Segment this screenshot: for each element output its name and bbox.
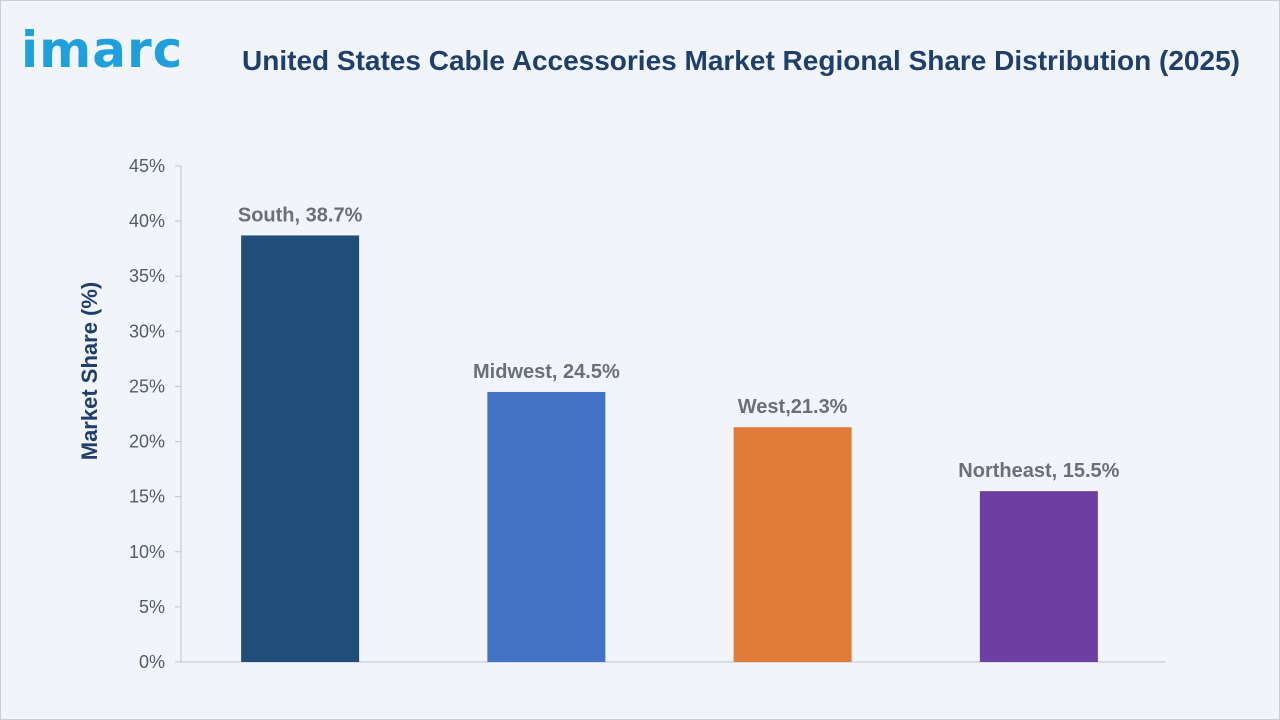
y-tick-label: 25%: [129, 376, 165, 396]
data-labels: South, 38.7% Midwest, 24.5% West,21.3% Nort…: [238, 204, 1120, 482]
bar-south: [241, 235, 360, 662]
y-axis-label: Market Share (%): [77, 282, 102, 461]
y-tick-label: 0%: [139, 652, 165, 672]
axes: 0% 5% 10% 15% 20% 25% 30% 35% 40% 45%: [129, 156, 1166, 672]
data-label-midwest: Midwest, 24.5%: [473, 361, 620, 383]
data-label-northeast: Northeast, 15.5%: [958, 460, 1119, 482]
y-tick-label: 5%: [139, 597, 165, 617]
y-tick-label: 40%: [129, 211, 165, 231]
bar-northeast: [979, 491, 1098, 662]
y-tick-label: 20%: [129, 432, 165, 452]
bar-midwest: [487, 391, 606, 662]
chart-title: United States Cable Accessories Market R…: [242, 45, 1240, 76]
data-label-south: South, 38.7%: [238, 204, 363, 226]
y-tick-label: 30%: [129, 321, 165, 341]
y-tick-label: 15%: [129, 487, 165, 507]
y-tick-label: 35%: [129, 266, 165, 286]
bars: [241, 235, 1098, 662]
imarc-logo: imarc: [21, 21, 184, 79]
bar-west: [733, 427, 852, 662]
y-tick-label: 10%: [129, 542, 165, 562]
data-label-west: West,21.3%: [738, 396, 848, 418]
y-tick-label: 45%: [129, 156, 165, 176]
